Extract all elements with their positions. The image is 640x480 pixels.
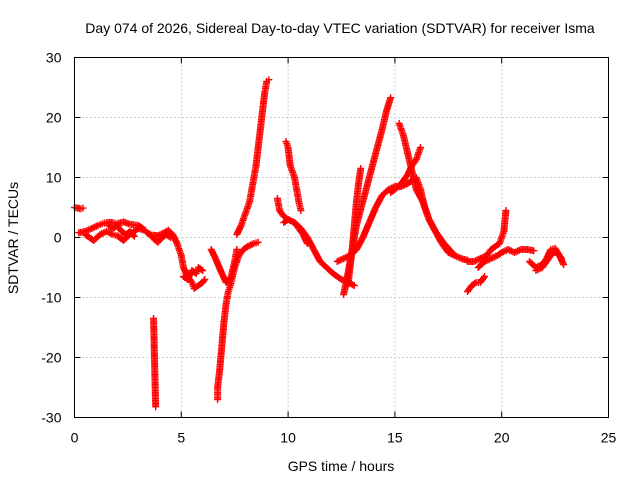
series-trace-l bbox=[282, 138, 305, 214]
x-tick-label: 25 bbox=[601, 430, 617, 446]
series-trace bbox=[465, 208, 510, 265]
x-axis-title: GPS time / hours bbox=[288, 458, 395, 474]
y-axis-title: SDTVAR / TECUs bbox=[5, 182, 21, 294]
y-tick-label: 30 bbox=[46, 50, 62, 66]
y-tick-label: -30 bbox=[41, 410, 61, 426]
series-trace bbox=[413, 175, 458, 258]
y-tick-label: -20 bbox=[41, 350, 61, 366]
series-trace bbox=[344, 166, 364, 288]
series-trace bbox=[208, 247, 241, 285]
data-point bbox=[476, 255, 484, 262]
data-point bbox=[504, 246, 512, 253]
data-point bbox=[511, 249, 519, 256]
series-trace bbox=[533, 249, 564, 274]
series-trace bbox=[147, 232, 173, 245]
plot-frame bbox=[74, 57, 609, 418]
tick-labels: 0 5 10 15 20 25 -30 -20 -10 0 10 20 30 bbox=[41, 50, 616, 446]
chart-title: Day 074 of 2026, Sidereal Day-to-day VTE… bbox=[85, 20, 595, 36]
series-trace-v bbox=[474, 246, 538, 271]
y-tick-label: 0 bbox=[54, 230, 62, 246]
data-point bbox=[265, 76, 273, 84]
series-trace bbox=[234, 79, 270, 237]
x-tick-label: 15 bbox=[387, 430, 403, 446]
data-point bbox=[103, 228, 111, 235]
data-point bbox=[201, 276, 209, 283]
data-point bbox=[350, 282, 358, 289]
series-trace-t bbox=[464, 273, 489, 295]
y-tick-label: -10 bbox=[41, 290, 61, 306]
x-tick-label: 20 bbox=[494, 430, 510, 446]
data-layer bbox=[71, 76, 568, 411]
series-trace bbox=[465, 274, 488, 294]
x-tick-label: 10 bbox=[280, 430, 296, 446]
data-point bbox=[88, 225, 96, 232]
data-point bbox=[532, 267, 540, 274]
series-trace bbox=[283, 140, 304, 213]
series-trace-s bbox=[412, 174, 459, 259]
series-trace-u bbox=[464, 207, 510, 265]
x-tick-label: 5 bbox=[177, 430, 185, 446]
series-trace bbox=[150, 316, 160, 409]
series-trace-d bbox=[105, 222, 138, 240]
series-trace-j bbox=[233, 76, 273, 238]
series-trace bbox=[475, 246, 536, 270]
series-trace-g bbox=[179, 264, 207, 283]
y-tick-label: 10 bbox=[46, 170, 62, 186]
series-trace-f bbox=[150, 315, 160, 411]
series-trace-e bbox=[145, 231, 175, 246]
data-point bbox=[333, 258, 341, 265]
series-trace bbox=[72, 204, 83, 212]
data-point bbox=[340, 255, 348, 262]
y-tick-label: 20 bbox=[46, 110, 62, 126]
series-trace-p bbox=[344, 165, 365, 289]
series-trace bbox=[181, 265, 205, 282]
series-trace bbox=[106, 223, 137, 239]
data-point bbox=[487, 255, 495, 262]
series-trace-i bbox=[207, 246, 241, 286]
series-trace-x bbox=[532, 249, 566, 274]
x-tick-label: 0 bbox=[71, 430, 79, 446]
